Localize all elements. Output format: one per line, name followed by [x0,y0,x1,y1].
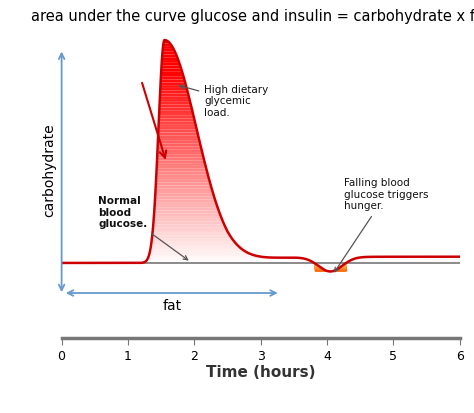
Title: area under the curve glucose and insulin = carbohydrate x fat: area under the curve glucose and insulin… [31,9,474,24]
Text: High dietary
glycemic
load.: High dietary glycemic load. [180,85,269,118]
Y-axis label: carbohydrate: carbohydrate [42,123,56,217]
Text: fat: fat [162,299,182,313]
Text: Normal
blood
glucose.: Normal blood glucose. [98,196,188,260]
Text: Falling blood
glucose triggers
hunger.: Falling blood glucose triggers hunger. [335,178,428,272]
X-axis label: Time (hours): Time (hours) [206,365,316,380]
